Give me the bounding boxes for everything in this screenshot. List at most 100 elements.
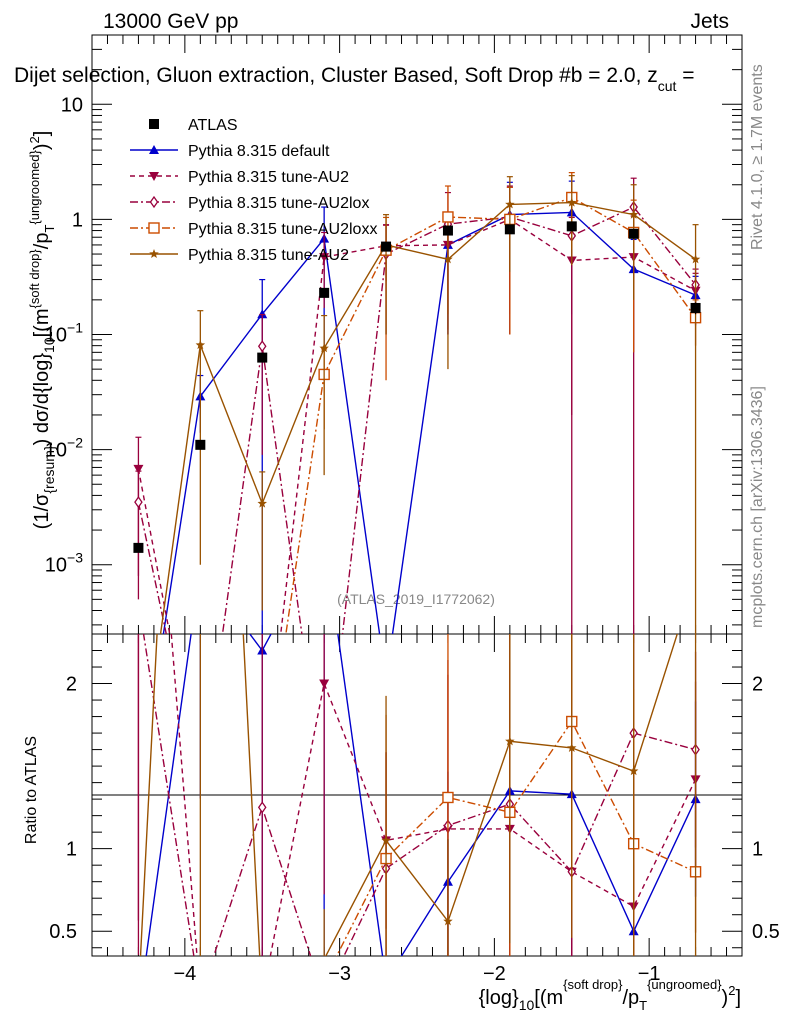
series-3-ratio-line — [142, 634, 696, 956]
y-tick-label: 10−1 — [45, 320, 83, 347]
legend-entry-0: ATLAS — [149, 117, 238, 134]
ratio-y-tick-label: 1 — [66, 839, 77, 861]
series-0-point — [319, 287, 330, 298]
series-5-ratio-point — [567, 742, 577, 752]
series-0-point — [442, 225, 453, 236]
series-5-upper — [159, 175, 701, 634]
legend-label: Pythia 8.315 tune-AU2lox — [188, 195, 369, 212]
x-tick-label: −2 — [483, 963, 506, 985]
series-5-ratio-point — [258, 1000, 268, 1009]
ratio-y-tick-label-right: 1 — [752, 839, 763, 861]
series-0-point — [133, 542, 144, 553]
series-0-point — [504, 224, 515, 235]
series-3-point — [257, 340, 267, 353]
mcplots-side-label: mcplots.cern.ch [arXiv:1306.3436] — [749, 386, 766, 628]
series-4-ratio-point — [195, 992, 205, 1002]
legend-label: Pythia 8.315 default — [188, 143, 330, 160]
series-2-ratio-point — [319, 679, 330, 689]
legend-label: ATLAS — [188, 117, 238, 134]
series-5-point — [505, 199, 515, 209]
series-0-upper — [133, 221, 701, 553]
legend-marker — [149, 249, 159, 258]
series-0-point — [628, 228, 639, 239]
series-4-ratio-point — [257, 992, 267, 1002]
series-3-ratio-point — [257, 801, 267, 814]
legend-entry-4: Pythia 8.315 tune-AU2loxx — [130, 221, 377, 238]
series-3-ratio-point — [321, 992, 328, 1002]
series-5-ratio-point — [505, 736, 515, 746]
legend-marker — [149, 172, 159, 181]
series-5-point — [195, 340, 206, 350]
ratio-y-tick-label: 0.5 — [49, 921, 77, 943]
series-5-ratio-line — [139, 634, 678, 956]
series-2-ratio-point — [133, 217, 143, 226]
legend-entry-1: Pythia 8.315 default — [130, 143, 330, 160]
energy-label: 13000 GeV pp — [103, 10, 238, 33]
series-3-ratio-point — [197, 992, 204, 1002]
series-0-point — [195, 439, 206, 450]
x-axis-label: {log}10[(m{soft drop}/pT{ungroomed})2] — [479, 977, 741, 1013]
series-2-ratio-point — [195, 993, 205, 1002]
x-tick-label: −4 — [173, 963, 196, 985]
ratio-plot-data — [133, 217, 702, 1016]
series-5-point — [443, 254, 453, 264]
series-1-ratio-point — [133, 1007, 143, 1016]
x-tick-label: −1 — [638, 963, 661, 985]
ratio-y-tick-label: 2 — [66, 674, 77, 696]
series-2-point — [319, 253, 330, 263]
series-4-point — [442, 211, 454, 223]
plot-title: Dijet selection, Gluon extraction, Clust… — [14, 64, 695, 94]
series-1-ratio-point — [381, 976, 391, 985]
series-5-point — [319, 343, 329, 353]
series-5-line — [159, 201, 697, 634]
series-5-ratio-point — [134, 992, 144, 1001]
series-4-ratio-point — [133, 992, 143, 1002]
series-4-line — [285, 196, 697, 634]
legend-entry-2: Pythia 8.315 tune-AU2 — [130, 169, 349, 186]
legend-label: Pythia 8.315 tune-AU2loxx — [188, 221, 377, 238]
series-3-upper — [134, 177, 700, 634]
legend-marker — [149, 119, 159, 129]
series-0-point — [381, 241, 392, 252]
series-3-line — [137, 206, 697, 634]
series-2-upper — [133, 186, 701, 634]
series-0-point — [566, 221, 577, 232]
legend-marker — [149, 195, 159, 209]
series-5-ratio — [134, 634, 697, 1009]
series-5-ratio-point — [443, 916, 453, 926]
legend-label: Pythia 8.315 tune-AU2 — [188, 169, 349, 186]
series-0-point — [690, 302, 701, 313]
analysis-watermark: (ATLAS_2019_I1772062) — [337, 591, 495, 607]
upper-y-axis-label: (1/σ{resum}) dσ/d{log}10[(m{soft drop}/p… — [27, 131, 57, 530]
series-4-upper — [285, 172, 702, 634]
series-5-point — [567, 197, 577, 207]
ratio-y-tick-label-right: 0.5 — [752, 921, 780, 943]
series-5-ratio-point — [323, 954, 325, 956]
series-1-point — [381, 675, 391, 684]
series-5-point — [690, 254, 701, 264]
x-tick-label: −3 — [328, 963, 351, 985]
series-2-line — [137, 218, 696, 634]
ratio-y-tick-label-right: 2 — [752, 674, 763, 696]
series-2-ratio-point — [257, 993, 267, 1002]
rivet-side-label: Rivet 4.1.0, ≥ 1.7M events — [749, 64, 766, 250]
legend-entry-5: Pythia 8.315 tune-AU2 — [130, 247, 349, 264]
legend-marker — [148, 222, 160, 234]
series-1-upper — [162, 180, 701, 684]
series-1-line — [162, 211, 696, 634]
y-tick-label: 10−3 — [45, 550, 83, 577]
series-5-point — [257, 498, 267, 508]
legend-entry-3: Pythia 8.315 tune-AU2lox — [130, 195, 369, 212]
series-5-ratio-point — [628, 766, 639, 776]
series-1-point — [257, 309, 268, 319]
series-5-point — [628, 209, 639, 219]
series-1-ratio-point — [319, 530, 329, 539]
series-2-point — [133, 464, 144, 474]
legend: ATLAS Pythia 8.315 default Pythia 8.315 tu… — [130, 117, 377, 264]
series-4-ratio-line — [335, 720, 696, 956]
ratio-y-axis-label: Ratio to ATLAS — [23, 736, 40, 844]
legend-label: Pythia 8.315 tune-AU2 — [188, 247, 349, 264]
series-3-point — [134, 495, 143, 509]
series-1-ratio-line — [145, 634, 697, 956]
